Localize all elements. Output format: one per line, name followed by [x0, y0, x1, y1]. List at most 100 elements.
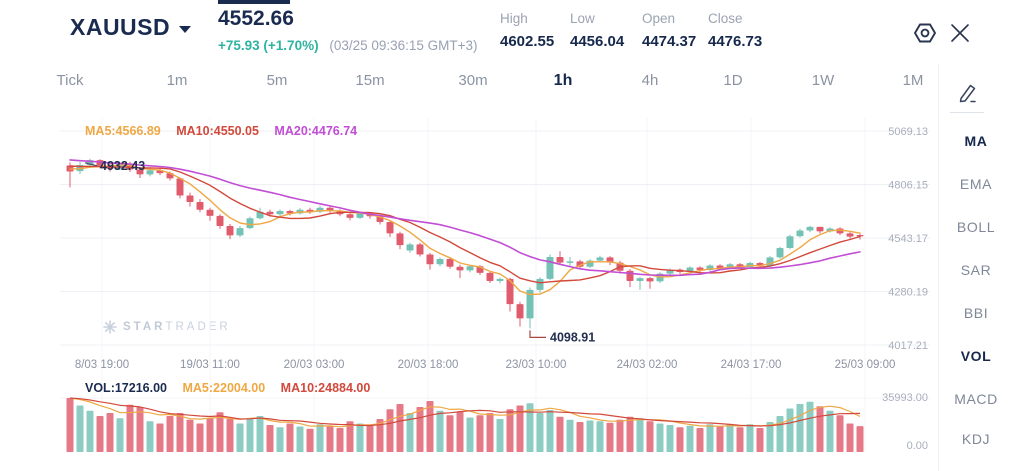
volume-bar [326, 426, 334, 452]
timeframe-30m[interactable]: 30m [458, 72, 488, 89]
stat-open-value: 4474.37 [642, 33, 697, 50]
volume-legend: VOL:17216.00 MA5:22004.00 MA10:24884.00 [85, 381, 382, 395]
timeframe-5m[interactable]: 5m [266, 72, 288, 89]
candle [546, 256, 554, 279]
sidebar-divider-vertical [938, 64, 939, 471]
volume-bar [266, 424, 274, 452]
candle [406, 244, 414, 251]
volume-bar [636, 418, 644, 452]
cropped-element-top [218, 0, 290, 4]
volume-bar [226, 418, 234, 452]
indicator-macd[interactable]: MACD [954, 391, 998, 407]
volume-bar [816, 406, 824, 452]
volume-bar [316, 424, 324, 452]
low-annotation-text: 4098.91 [550, 330, 595, 344]
indicator-vol[interactable]: VOL [960, 348, 992, 364]
candle [136, 169, 144, 175]
volume-bar [466, 417, 474, 452]
ma10-line [69, 165, 861, 284]
volume-bar [776, 415, 784, 452]
volume-bar [146, 421, 154, 452]
draw-tools-button[interactable] [957, 82, 979, 109]
svg-text:20/03 03:00: 20/03 03:00 [284, 359, 345, 371]
indicator-bbi[interactable]: BBI [963, 305, 989, 321]
volume-bar [136, 406, 144, 452]
timeframe-4h[interactable]: 4h [641, 72, 659, 89]
volume-bar [396, 403, 404, 452]
svg-text:23/03 10:00: 23/03 10:00 [506, 359, 567, 371]
candle [496, 278, 504, 281]
candle [466, 266, 474, 271]
volume-bar [676, 427, 684, 452]
timeframe-1m[interactable]: 1m [166, 72, 188, 89]
volume-bar [726, 424, 734, 452]
candle [536, 278, 544, 290]
volume-bar [66, 397, 74, 452]
candle [226, 226, 234, 236]
volume-bar [746, 424, 754, 452]
gear-icon [914, 23, 936, 43]
candle [236, 228, 244, 236]
volume-bar [506, 409, 514, 452]
volume-bar [246, 418, 254, 452]
candle [416, 244, 424, 255]
candle [636, 278, 644, 281]
indicator-boll[interactable]: BOLL [956, 219, 996, 235]
candle [356, 213, 364, 218]
stat-close: Close 4476.73 [708, 11, 762, 50]
candle [246, 218, 254, 229]
svg-text:24/03 17:00: 24/03 17:00 [721, 359, 782, 371]
volume-bar [416, 406, 424, 452]
volume-bar [486, 412, 494, 452]
ma20-line [69, 159, 861, 277]
timeframe-1mo[interactable]: 1M [902, 72, 924, 89]
vol-ma10-value-label: MA10:24884.00 [280, 381, 371, 395]
volume-bar [206, 418, 214, 452]
timeframe-15m[interactable]: 15m [355, 72, 385, 89]
indicator-ma[interactable]: MA [964, 133, 988, 149]
indicator-ema[interactable]: EMA [959, 176, 993, 192]
volume-bar [166, 415, 174, 452]
volume-bar [296, 426, 304, 452]
symbol-name: XAUUSD [70, 14, 171, 40]
volume-bar [806, 401, 814, 452]
volume-bar [116, 418, 124, 452]
volume-bar [356, 423, 364, 452]
price-annotations: 4932.43 4098.91 [84, 159, 595, 344]
volume-bar [626, 416, 634, 452]
timeframe-1d[interactable]: 1D [723, 72, 743, 89]
vol-ma10-line [69, 397, 861, 427]
candle [856, 234, 864, 237]
vol-ma5-value-label: MA5:22004.00 [182, 381, 266, 395]
volume-bar [846, 423, 854, 452]
settings-button[interactable] [911, 19, 939, 47]
candle [426, 254, 434, 265]
volume-bar [566, 419, 574, 452]
timeframe-1h[interactable]: 1h [553, 72, 573, 89]
indicator-kdj[interactable]: KDJ [961, 431, 991, 447]
timeframe-tick[interactable]: Tick [56, 72, 84, 89]
timeframe-1w[interactable]: 1W [811, 72, 835, 89]
indicator-sar[interactable]: SAR [960, 262, 992, 278]
volume-bar [476, 415, 484, 452]
volume-bar [786, 408, 794, 452]
volume-bar [796, 403, 804, 452]
candle [596, 257, 604, 261]
watermark-text-bold: STAR [123, 321, 166, 333]
ma-lines [69, 159, 861, 296]
star-icon [103, 320, 117, 334]
candle [176, 178, 184, 196]
volume-bar [336, 427, 344, 452]
close-button[interactable] [946, 19, 974, 47]
close-icon [951, 24, 969, 42]
sidebar-divider [950, 112, 984, 113]
low-annotation-line [529, 330, 546, 338]
volume-bar [836, 415, 844, 452]
symbol-selector[interactable]: XAUUSD [70, 14, 192, 41]
svg-text:19/03 11:00: 19/03 11:00 [180, 359, 240, 371]
pencil-icon [959, 84, 976, 103]
candle [146, 170, 154, 175]
candle [696, 267, 704, 270]
